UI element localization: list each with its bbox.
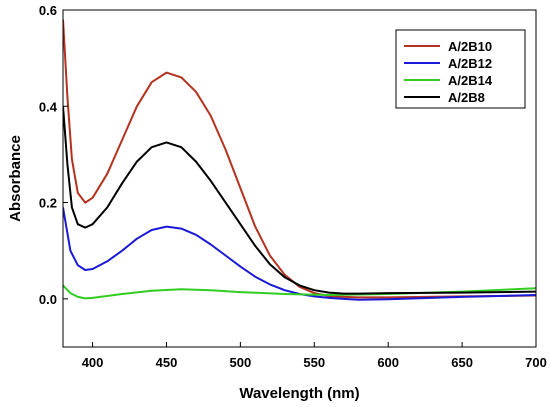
x-tick-label: 500: [230, 355, 252, 370]
series-line-1: [63, 207, 536, 301]
legend-label: A/2B8: [448, 90, 485, 105]
y-axis-title: Absorbance: [7, 135, 24, 222]
plot-frame: [62, 9, 537, 348]
y-tick-label: 0.0: [39, 292, 57, 307]
legend: A/2B10 A/2B12 A/2B14 A/2B8: [395, 29, 526, 109]
x-tick-label: 400: [82, 355, 104, 370]
series-line-3: [63, 106, 536, 295]
y-tick-label: 0.4: [39, 99, 58, 114]
y-tick-label: 0.2: [39, 196, 57, 211]
x-axis-ticks: 400 450 500 550 600 650 700: [82, 342, 547, 370]
y-tick-label: 0.6: [39, 3, 57, 18]
legend-label: A/2B12: [448, 56, 492, 71]
y-axis-ticks: 0.0 0.2 0.4 0.6: [39, 3, 68, 307]
x-tick-label: 600: [377, 355, 399, 370]
plot-area: [62, 9, 537, 348]
legend-label: A/2B10: [448, 39, 492, 54]
legend-box: [395, 29, 526, 109]
x-tick-label: 450: [156, 355, 178, 370]
x-tick-label: 650: [451, 355, 473, 370]
legend-label: A/2B14: [448, 73, 493, 88]
x-tick-label: 700: [525, 355, 547, 370]
series-line-0: [63, 19, 536, 299]
x-axis-title: Wavelength (nm): [239, 385, 359, 402]
x-tick-label: 550: [303, 355, 325, 370]
